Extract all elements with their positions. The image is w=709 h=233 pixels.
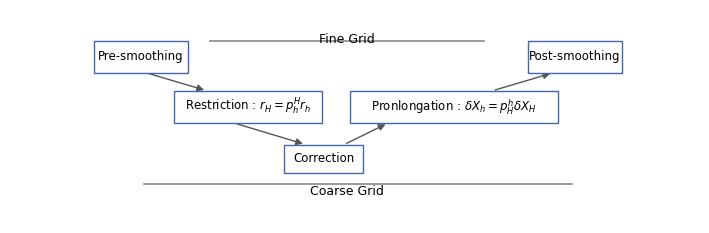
FancyBboxPatch shape — [174, 91, 322, 123]
Text: Post-smoothing: Post-smoothing — [529, 50, 620, 63]
FancyBboxPatch shape — [94, 41, 187, 73]
Text: Correction: Correction — [293, 152, 354, 165]
FancyBboxPatch shape — [284, 144, 363, 173]
Text: Restriction : $r_H = p_h^H r_h$: Restriction : $r_H = p_h^H r_h$ — [185, 97, 311, 117]
Text: Coarse Grid: Coarse Grid — [310, 185, 384, 199]
FancyBboxPatch shape — [528, 41, 622, 73]
FancyBboxPatch shape — [350, 91, 559, 123]
Text: Pronlongation : $\delta X_h = p_H^h \delta X_H$: Pronlongation : $\delta X_h = p_H^h \del… — [372, 97, 537, 116]
Text: Fine Grid: Fine Grid — [319, 33, 375, 46]
Text: Pre-smoothing: Pre-smoothing — [98, 50, 184, 63]
